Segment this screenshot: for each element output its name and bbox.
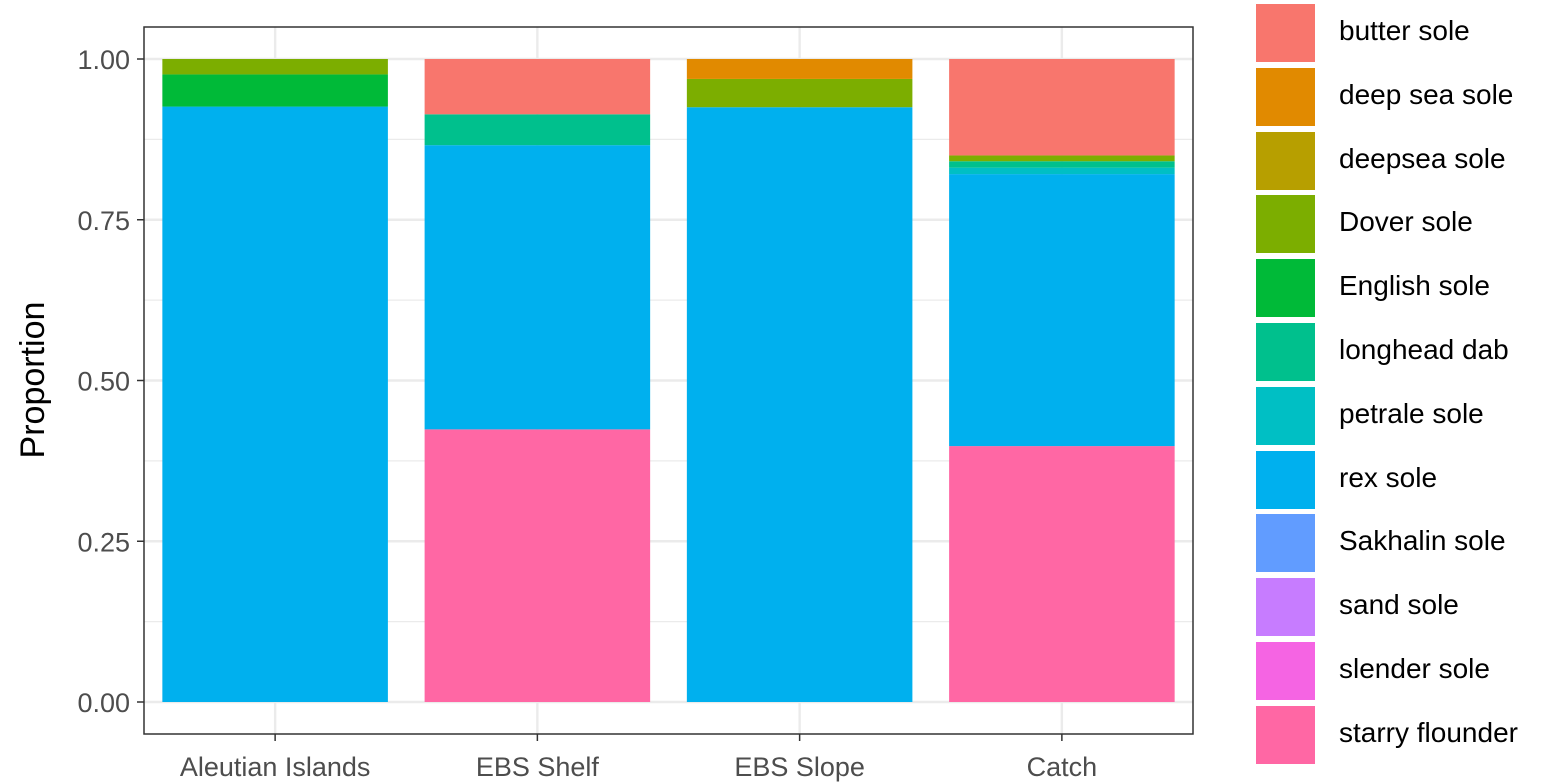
bar-segment xyxy=(686,78,913,108)
legend-item: slender sole xyxy=(1256,638,1552,702)
bar-segment xyxy=(162,106,388,702)
legend-color-key xyxy=(1256,259,1315,318)
legend-label: deep sea sole xyxy=(1339,78,1514,110)
legend-item: butter sole xyxy=(1256,0,1552,64)
bar-segment xyxy=(424,59,651,115)
y-tick-label: 0.25 xyxy=(77,527,130,557)
axes: 0.00 0.25 0.50 0.75 1.00 Aleutian Islands EBS … xyxy=(77,45,1097,782)
bar-segment xyxy=(424,429,651,702)
legend-color-key xyxy=(1256,450,1315,509)
legend-label: rex sole xyxy=(1339,461,1438,493)
x-tick-label: EBS Slope xyxy=(734,752,865,782)
y-tick-label: 1.00 xyxy=(77,45,130,75)
legend-item: Sakhalin sole xyxy=(1256,510,1552,574)
bar-segment xyxy=(162,59,388,75)
bar-segment xyxy=(424,145,651,430)
legend-color-key xyxy=(1256,705,1315,764)
legend-item: longhead dab xyxy=(1256,319,1552,383)
bar-segment xyxy=(949,59,1175,156)
bar-segment xyxy=(949,446,1175,702)
bars xyxy=(162,59,1175,703)
bar-segment xyxy=(949,167,1175,175)
legend-item: starry flounder xyxy=(1256,702,1552,766)
legend-label: starry flounder xyxy=(1339,716,1518,748)
bar-segment xyxy=(686,107,913,703)
legend-label: sand sole xyxy=(1339,589,1459,621)
legend-label: English sole xyxy=(1339,270,1490,302)
legend-color-key xyxy=(1256,642,1315,700)
legend-item: English sole xyxy=(1256,255,1552,319)
bar-segment xyxy=(949,155,1175,162)
bar-segment xyxy=(162,74,388,107)
legend-color-key xyxy=(1256,578,1315,637)
bar-segment xyxy=(949,161,1175,168)
legend-item: deep sea sole xyxy=(1256,64,1552,128)
legend-label: longhead dab xyxy=(1339,334,1509,365)
legend-color-key xyxy=(1256,386,1315,445)
bar-segment xyxy=(424,114,651,146)
legend-item: sand sole xyxy=(1256,574,1552,638)
legend-color-key xyxy=(1256,4,1315,62)
legend-color-key xyxy=(1256,514,1315,573)
legend-item: deepsea sole xyxy=(1256,128,1552,192)
legend-label: slender sole xyxy=(1339,653,1490,684)
legend-label: butter sole xyxy=(1339,15,1470,46)
legend-color-key xyxy=(1256,195,1315,254)
legend-item: Dover sole xyxy=(1256,191,1552,255)
bar-segment xyxy=(949,174,1175,447)
stacked-bar-chart: 0.00 0.25 0.50 0.75 1.00 Aleutian Islands EBS … xyxy=(14,26,1194,782)
legend-color-key xyxy=(1256,67,1315,126)
legend-color-key xyxy=(1256,131,1315,190)
y-tick-label: 0.75 xyxy=(77,206,130,236)
legend-label: Sakhalin sole xyxy=(1339,525,1506,557)
legend-label: deepsea sole xyxy=(1339,142,1506,174)
legend-label: petrale sole xyxy=(1339,397,1484,429)
legend-item: petrale sole xyxy=(1256,383,1552,447)
x-tick-label: Catch xyxy=(1027,752,1098,782)
legend-label: Dover sole xyxy=(1339,206,1473,238)
legend-item: rex sole xyxy=(1256,447,1552,511)
y-tick-label: 0.00 xyxy=(77,688,130,718)
bar-segment xyxy=(686,59,913,79)
y-axis-label: Proportion xyxy=(14,302,52,459)
x-tick-label: EBS Shelf xyxy=(476,752,600,782)
legend-color-key xyxy=(1256,323,1315,381)
y-tick-label: 0.50 xyxy=(77,367,130,397)
x-tick-label: Aleutian Islands xyxy=(180,752,371,782)
